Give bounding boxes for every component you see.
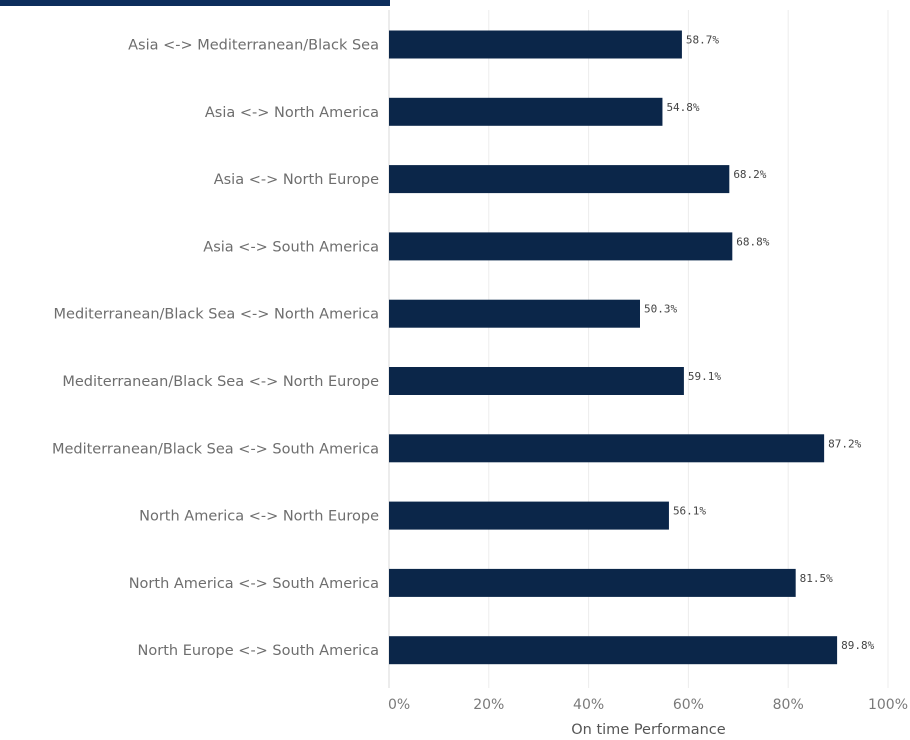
value-label: 58.7% xyxy=(686,34,719,47)
category-label: Mediterranean/Black Sea <-> North Americ… xyxy=(54,307,379,323)
category-label: Asia <-> North America xyxy=(205,105,379,121)
value-label: 54.8% xyxy=(666,101,699,114)
bar xyxy=(389,299,640,328)
bar xyxy=(389,434,825,463)
bar xyxy=(389,501,669,530)
header-banner xyxy=(0,0,390,6)
x-tick-label: 100% xyxy=(868,697,908,713)
bar xyxy=(389,97,663,126)
category-label: North Europe <-> South America xyxy=(138,643,379,659)
x-tick-label: 60% xyxy=(673,697,704,713)
bar xyxy=(389,232,733,261)
category-label: North America <-> South America xyxy=(129,576,379,592)
value-label: 87.2% xyxy=(828,437,861,450)
x-axis-title: On time Performance xyxy=(571,722,726,738)
x-tick-label: 40% xyxy=(573,697,604,713)
bar xyxy=(389,30,682,59)
category-label: Asia <-> North Europe xyxy=(214,172,379,188)
value-label: 68.8% xyxy=(736,235,769,248)
value-label: 59.1% xyxy=(688,370,721,383)
category-label: Asia <-> South America xyxy=(203,239,379,255)
x-tick-label: 0% xyxy=(388,697,410,713)
x-tick-label: 20% xyxy=(473,697,504,713)
category-label: Mediterranean/Black Sea <-> South Americ… xyxy=(52,441,379,457)
value-labels: 58.7% 54.8% 68.2% 68.8% 50.3% 59.1% 87.2% 56.1%… xyxy=(644,34,875,653)
bar xyxy=(389,367,684,395)
value-label: 56.1% xyxy=(673,505,706,518)
bar xyxy=(389,568,796,597)
value-label: 89.8% xyxy=(841,639,874,652)
value-label: 81.5% xyxy=(800,572,833,585)
category-label: Mediterranean/Black Sea <-> North Europe xyxy=(62,374,379,390)
bars xyxy=(389,30,838,665)
category-label: North America <-> North Europe xyxy=(139,509,379,525)
bar xyxy=(389,636,838,665)
x-tick-label: 80% xyxy=(773,697,804,713)
x-axis-ticks: 0% 20% 40% 60% 80% 100% xyxy=(388,697,908,713)
value-label: 68.2% xyxy=(733,168,766,181)
value-label: 50.3% xyxy=(644,303,677,316)
category-labels: Asia <-> Mediterranean/Black Sea Asia <->… xyxy=(52,38,379,660)
category-label: Asia <-> Mediterranean/Black Sea xyxy=(128,38,379,54)
bar xyxy=(389,165,730,194)
